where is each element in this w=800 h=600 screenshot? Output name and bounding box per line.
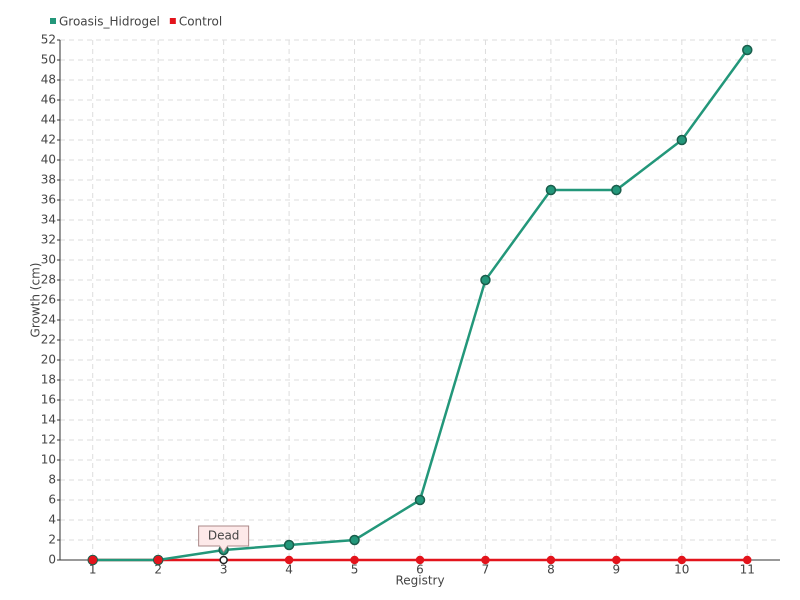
x-tick-label: 5 [351,563,359,577]
legend-label: Control [179,15,222,29]
point [481,555,490,565]
point [414,494,426,506]
y-tick-label: 26 [41,293,56,307]
y-tick-label: 50 [41,53,56,67]
point [480,274,491,286]
x-tick-label: 7 [482,563,490,577]
point [676,134,688,146]
legend-swatch [50,18,56,24]
x-tick-label: 11 [740,563,755,577]
point [546,555,556,565]
y-tick-label: 28 [41,273,56,287]
y-tick-label: 36 [41,193,56,207]
y-tick-label: 32 [41,233,56,247]
annotation-text: Dead [208,529,240,543]
x-tick-label: 10 [674,563,689,577]
legend-label: Groasis_Hidrogel [59,15,160,29]
y-tick-label: 40 [41,153,56,167]
y-tick-label: 48 [41,73,56,87]
x-axis-label: Registry [395,574,444,588]
y-tick-label: 0 [48,553,56,567]
x-tick-label: 9 [613,563,621,577]
point [350,555,359,565]
point [415,555,425,565]
y-tick-label: 8 [48,473,56,487]
y-tick-label: 52 [41,33,56,47]
point [284,555,294,565]
y-tick-label: 12 [41,433,56,447]
x-tick-label: 8 [547,563,555,577]
y-tick-label: 30 [41,253,56,267]
y-tick-label: 16 [41,393,56,407]
x-tick-label: 4 [285,563,293,577]
x-tick-label: 3 [220,563,228,577]
point [743,555,752,565]
y-tick-label: 6 [48,493,56,507]
point [742,44,753,56]
y-tick-label: 4 [48,513,56,527]
y-tick-label: 18 [41,373,56,387]
point [611,184,622,196]
y-tick-label: 42 [41,133,56,147]
point [153,555,163,565]
y-tick-label: 24 [41,313,56,327]
x-tick-label: 2 [154,563,162,577]
point [283,539,295,551]
y-tick-label: 44 [41,113,56,127]
y-tick-label: 14 [41,413,56,427]
annotation-box [198,525,250,553]
point [545,184,557,196]
y-tick-label: 46 [41,93,56,107]
point [349,534,360,546]
y-tick-label: 38 [41,173,56,187]
point [219,555,228,565]
y-axis-label: Growth (cm) [29,263,43,338]
legend-swatch [169,18,176,24]
point [88,555,97,565]
annotation: Dead [198,525,250,553]
x-tick-label: 1 [89,563,97,577]
point [677,555,687,565]
y-tick-label: 20 [41,353,56,367]
x-tick-label: 6 [416,563,424,577]
y-tick-label: 34 [41,213,56,227]
y-tick-label: 2 [48,533,56,547]
point [612,555,621,565]
y-tick-label: 10 [41,453,56,467]
y-tick-label: 22 [41,333,56,347]
